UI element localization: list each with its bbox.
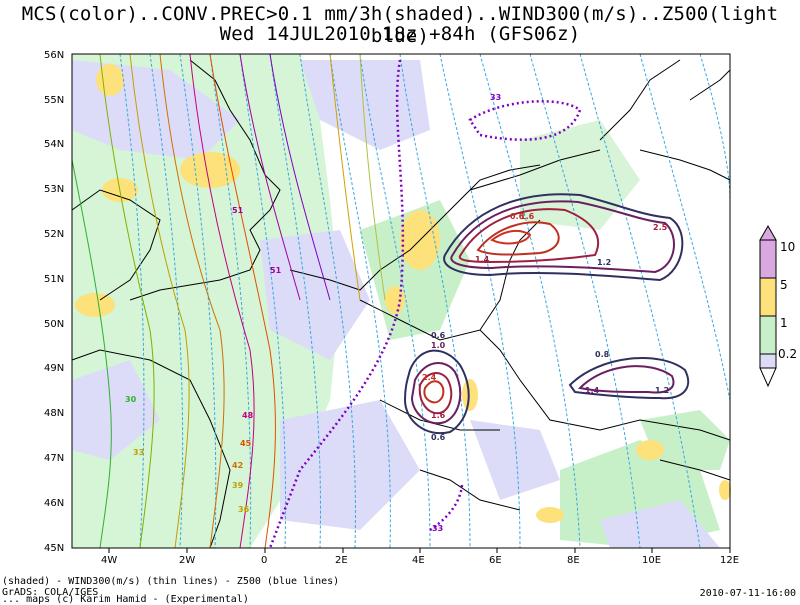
longitude-labels: 4W 2W 0 2E 4E 6E 8E 10E 12E [101,555,739,566]
svg-text:53N: 53N [44,184,64,195]
svg-text:0: 0 [261,555,267,566]
footer-timestamp: 2010-07-11-16:00 [699,588,796,599]
svg-text:1: 1 [780,316,788,330]
svg-text:6E: 6E [489,555,502,566]
svg-text:1.2: 1.2 [597,258,611,267]
svg-text:0.6: 0.6 [431,433,446,442]
mcs-contours [403,193,690,435]
svg-text:51N: 51N [44,274,64,285]
svg-text:36: 36 [238,505,250,514]
svg-text:10: 10 [780,240,795,254]
legend-swatch-5 [759,277,777,317]
svg-text:54N: 54N [44,139,64,150]
svg-text:0.6: 0.6 [431,331,446,340]
footer-legend-text: (shaded) - WIND300(m/s) (thin lines) - Z… [2,576,340,587]
svg-text:30: 30 [125,395,137,404]
svg-text:2W: 2W [179,555,195,566]
wind300-contours [71,53,386,549]
svg-text:1.2: 1.2 [655,386,669,395]
chart-subtitle: Wed 14JUL2010 18z +84h (GFS06z) [219,23,581,45]
svg-text:1.4: 1.4 [475,255,490,264]
svg-text:1.6: 1.6 [520,212,535,221]
legend-arrow-top [759,224,777,241]
svg-text:2.4: 2.4 [422,373,437,382]
svg-text:45: 45 [240,439,252,448]
svg-text:2E: 2E [335,555,348,566]
svg-text:5: 5 [780,278,788,292]
svg-text:56N: 56N [44,50,64,61]
svg-text:51: 51 [232,206,244,215]
svg-text:33: 33 [490,93,501,102]
wind-contour-labels: 51 51 48 45 42 39 36 33 30 33 33 [125,93,501,533]
chart-title: MCS(color)..CONV.PREC>0.1 mm/3h(shaded).… [21,3,779,47]
svg-text:1.4: 1.4 [585,386,600,395]
svg-text:4W: 4W [101,555,117,566]
svg-text:52N: 52N [44,229,64,240]
precip-light [72,60,720,548]
footer-credit: GrADS: COLA/IGES [2,587,99,598]
svg-text:50N: 50N [44,319,64,330]
svg-text:0.2: 0.2 [778,347,797,361]
svg-text:39: 39 [232,481,244,490]
legend-swatch-02 [759,353,777,369]
svg-text:2.5: 2.5 [653,223,668,232]
svg-text:51: 51 [270,266,282,275]
svg-text:0.8: 0.8 [595,350,610,359]
svg-text:48: 48 [242,411,254,420]
coastlines [71,59,731,549]
svg-text:42: 42 [232,461,243,470]
svg-text:10E: 10E [642,555,661,566]
legend-swatch-10 [759,239,777,279]
svg-text:45N: 45N [44,543,64,554]
svg-text:46N: 46N [44,498,64,509]
svg-text:55N: 55N [44,95,64,106]
svg-text:47N: 47N [44,453,64,464]
svg-text:12E: 12E [720,555,739,566]
legend-arrow-bottom [759,367,777,388]
svg-text:48N: 48N [44,408,64,419]
mcs-contour-labels: 0.6 1.6 2.5 1.2 1.4 0.6 1.0 1.6 2.4 0.6 … [422,212,669,442]
precip-legend: 10 5 1 0.2 [759,224,797,388]
legend-swatch-1 [759,315,777,355]
svg-text:1.0: 1.0 [431,341,446,350]
axis-ticks [108,548,731,553]
svg-text:8E: 8E [567,555,580,566]
svg-text:49N: 49N [44,363,64,374]
map-plot-area [71,53,731,553]
map-frame [71,53,731,549]
svg-text:1.6: 1.6 [431,411,446,420]
z500-contours [119,53,731,549]
latitude-labels: 56N 55N 54N 53N 52N 51N 50N 49N 48N 47N … [44,50,64,554]
svg-text:33: 33 [432,524,443,533]
wind-max-contour [268,59,582,549]
svg-text:4E: 4E [412,555,425,566]
svg-text:33: 33 [133,448,144,457]
svg-text:0.6: 0.6 [510,212,525,221]
